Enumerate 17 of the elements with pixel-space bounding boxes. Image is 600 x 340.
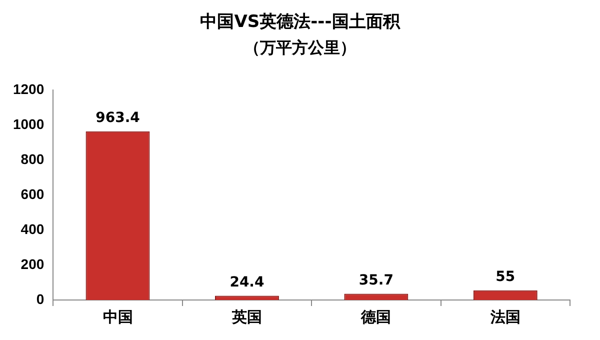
y-tick-label: 400 xyxy=(20,220,44,237)
y-tick-label: 0 xyxy=(36,290,44,307)
y-tick-label: 1200 xyxy=(12,80,44,97)
chart-title: 中国VS英德法---国土面积 xyxy=(199,11,402,33)
data-label: 963.4 xyxy=(96,110,140,126)
data-label: 35.7 xyxy=(358,272,394,288)
data-label: 55 xyxy=(496,269,516,286)
x-tick-label: 德国 xyxy=(360,309,392,326)
x-tick-label: 英国 xyxy=(230,309,262,326)
y-tick-label: 1000 xyxy=(12,116,44,132)
y-tick-label: 800 xyxy=(20,150,44,167)
x-tick-label: 中国 xyxy=(102,309,133,326)
chart-subtitle: （万平方公里） xyxy=(243,38,357,59)
x-tick-label: 法国 xyxy=(489,309,520,326)
data-label: 24.4 xyxy=(230,274,264,290)
y-tick-label: 600 xyxy=(20,186,44,202)
y-tick-label: 200 xyxy=(20,256,44,272)
